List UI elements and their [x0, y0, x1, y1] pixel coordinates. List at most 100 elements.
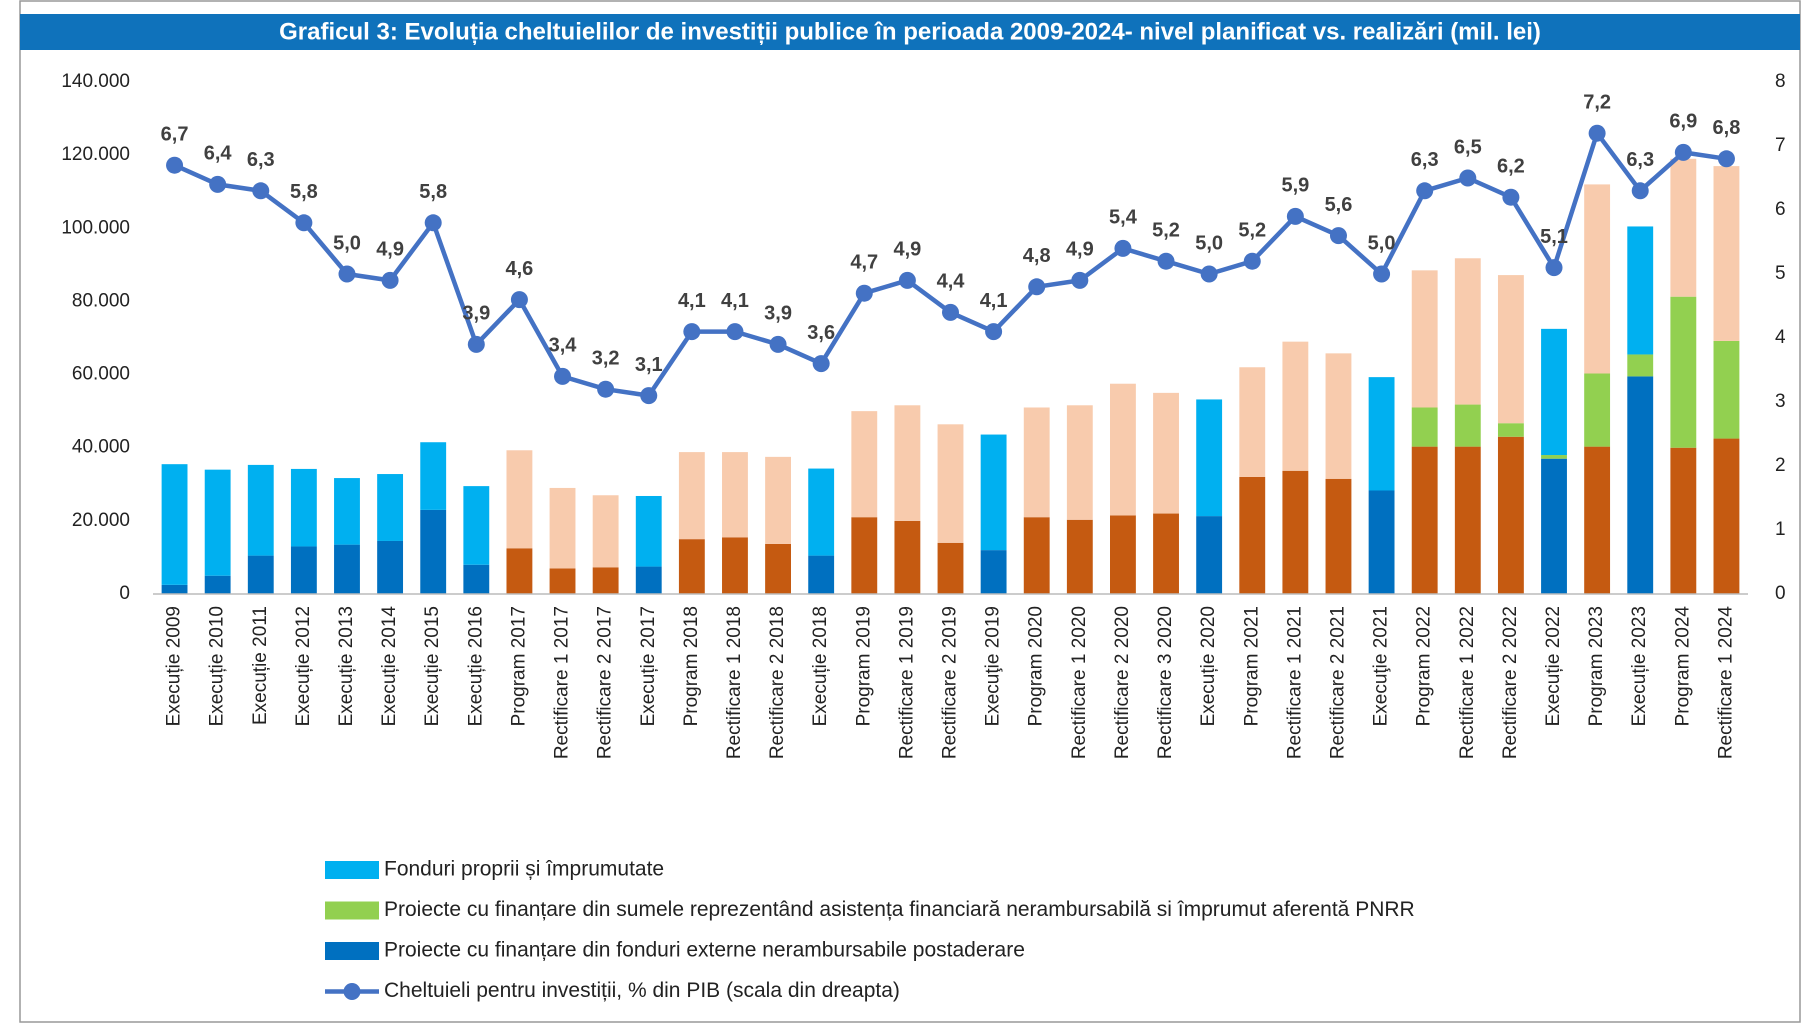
line-marker	[640, 387, 658, 405]
data-label: 5,8	[290, 181, 318, 203]
x-tick-label: Program 2022	[1414, 606, 1435, 726]
data-label: 4,8	[1023, 245, 1051, 267]
bar-segment	[1196, 516, 1223, 594]
bar-segment	[1497, 275, 1524, 424]
bar-segment	[1325, 478, 1352, 594]
data-label: 7,2	[1583, 91, 1611, 113]
line-marker	[1114, 239, 1132, 257]
bar-segment	[1153, 513, 1179, 594]
x-tick-label: Execuție 2023	[1629, 606, 1650, 726]
x-tick-label: Program 2023	[1586, 606, 1607, 726]
line-marker	[1674, 143, 1692, 161]
x-tick-label: Rectificare 2 2019	[940, 606, 961, 759]
line-marker	[424, 214, 442, 232]
line-marker	[769, 335, 787, 353]
line-marker	[209, 175, 227, 193]
x-tick-label: Rectificare 1 2022	[1457, 606, 1478, 759]
x-tick-label: Rectificare 2 2022	[1500, 606, 1521, 759]
legend-label: Proiecte cu finanțare din fonduri extern…	[384, 939, 1025, 962]
bar-segment	[1023, 407, 1050, 518]
data-label: 6,4	[204, 143, 233, 165]
bar-segment	[1196, 399, 1223, 517]
bar-segment	[980, 550, 1007, 594]
line-marker	[1502, 188, 1520, 206]
bar-segment	[1497, 436, 1524, 594]
data-label: 6,2	[1497, 155, 1525, 177]
bar-segment	[937, 424, 964, 543]
data-label: 6,3	[1411, 149, 1439, 171]
data-label: 4,9	[376, 239, 404, 261]
bar-segment	[1110, 383, 1136, 516]
data-label: 4,4	[937, 271, 966, 293]
bar-segment	[678, 452, 705, 540]
x-tick-label: Rectificare 3 2020	[1155, 606, 1176, 759]
data-label: 3,9	[462, 303, 490, 325]
data-label: 6,3	[1626, 149, 1654, 171]
x-tick-label: Execuție 2009	[164, 606, 185, 726]
bar-segment	[1584, 373, 1611, 447]
x-tick-label: Execuție 2016	[465, 606, 486, 726]
bar-segment	[808, 555, 835, 594]
line-marker	[812, 355, 830, 373]
x-tick-label: Program 2020	[1026, 606, 1047, 726]
x-tick-label: Rectificare 1 2024	[1715, 606, 1736, 760]
line-marker	[1243, 252, 1261, 270]
bar-segment	[1670, 447, 1697, 594]
line-marker	[726, 323, 744, 341]
y2-tick-label: 0	[1775, 583, 1786, 604]
y2-tick-label: 1	[1775, 519, 1786, 540]
y2-tick-label: 2	[1775, 455, 1786, 476]
data-label: 6,3	[247, 149, 275, 171]
bar-segment	[765, 543, 791, 594]
bar-segment	[1153, 392, 1179, 514]
frame	[19, 0, 1801, 1023]
bar-segment	[506, 548, 533, 594]
bar-segment	[1282, 341, 1309, 471]
bar-segment	[937, 542, 964, 594]
line-marker	[338, 265, 356, 283]
bar-segment	[204, 469, 231, 576]
bar-segment	[722, 452, 748, 538]
line-marker	[1373, 265, 1391, 283]
bar-segment	[1454, 404, 1481, 447]
legend-label: Proiecte cu finanțare din sumele repreze…	[384, 898, 1415, 921]
data-label: 3,1	[635, 354, 663, 376]
x-tick-label: Execuție 2015	[422, 606, 443, 726]
x-tick-label: Rectificare 2 2020	[1112, 606, 1133, 759]
bar-segment	[980, 434, 1007, 551]
bar-segment	[1670, 158, 1697, 297]
bar-segment	[290, 468, 317, 547]
line-marker	[1416, 182, 1434, 200]
bar-segment	[1368, 490, 1395, 594]
title-bar	[20, 14, 1800, 50]
data-label: 3,2	[592, 347, 620, 369]
line-marker	[381, 271, 399, 289]
x-tick-label: Execuție 2020	[1198, 606, 1219, 726]
data-label: 5,9	[1281, 175, 1309, 197]
x-tick-label: Rectificare 1 2018	[724, 606, 745, 759]
data-label: 5,8	[419, 181, 447, 203]
bar-segment	[851, 411, 878, 518]
bar-segment	[1066, 405, 1093, 520]
data-label: 4,6	[506, 258, 534, 280]
y2-tick-label: 6	[1775, 199, 1786, 220]
line-marker	[855, 284, 873, 302]
x-tick-label: Execuţie 2019	[983, 606, 1004, 726]
data-label: 5,6	[1325, 194, 1353, 216]
x-tick-label: Program 2021	[1241, 606, 1262, 726]
bar-segment	[1670, 296, 1697, 448]
line-marker	[1329, 227, 1347, 245]
line-marker	[252, 182, 270, 200]
bar-segment	[592, 567, 619, 594]
line-marker	[1071, 271, 1089, 289]
data-label: 3,6	[807, 322, 835, 344]
line-marker	[1631, 182, 1649, 200]
bar-segment	[506, 450, 533, 549]
bar-segment	[808, 468, 835, 556]
bar-segment	[549, 568, 576, 594]
bar-segment	[635, 495, 662, 567]
line-marker	[1545, 259, 1563, 277]
x-tick-label: Program 2024	[1672, 606, 1693, 727]
x-tick-label: Rectificare 1 2020	[1069, 606, 1090, 759]
